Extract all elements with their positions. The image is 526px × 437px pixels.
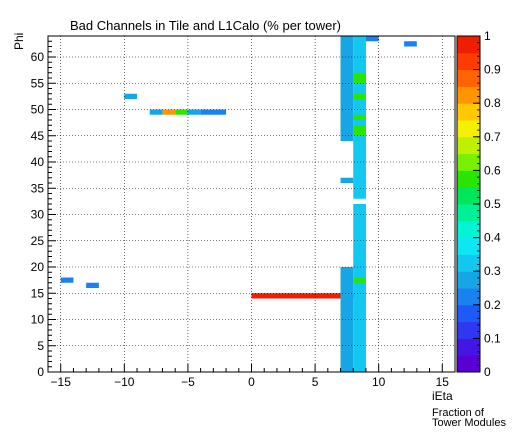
heatmap-cell-16 <box>353 114 366 120</box>
y-tick-label: 20 <box>31 260 45 274</box>
colorbar-tick-label: 0.8 <box>484 96 501 110</box>
heatmap-cell-18 <box>353 72 366 84</box>
colorbar-swatch <box>457 170 480 188</box>
y-axis-label: Phi <box>12 32 26 50</box>
y-tick-label: 50 <box>31 103 45 117</box>
heatmap-cell-20 <box>404 41 417 47</box>
colorbar-tick-label: 0.5 <box>484 197 501 211</box>
colorbar-swatch <box>457 69 480 87</box>
colorbar-swatch <box>457 86 480 104</box>
heatmap-cells <box>60 36 417 372</box>
colorbar-tick-label: 0.6 <box>484 163 501 177</box>
y-tick-label: 5 <box>37 339 44 353</box>
heatmap-cell-15 <box>353 125 366 136</box>
x-tick-label: −5 <box>181 375 195 389</box>
y-tick-label: 40 <box>31 155 45 169</box>
y-axis: 0 5 10 15 20 25 30 35 40 45 50 55 60 <box>31 40 56 379</box>
x-tick-label: 0 <box>248 375 255 389</box>
colorbar-label-line1: Fraction of <box>432 407 484 419</box>
colorbar-swatch <box>457 36 480 54</box>
colorbar-swatch <box>457 187 480 205</box>
grid-lines <box>48 36 455 372</box>
heatmap-cell-5 <box>175 109 188 115</box>
colorbar-swatch <box>457 321 480 339</box>
colorbar-tick-label: 0.1 <box>484 331 501 345</box>
x-tick-label: −15 <box>51 375 72 389</box>
colorbar: 0 0.1 0.2 0.3 0.4 0.5 0.6 0.7 0.8 0.9 1 <box>456 29 501 379</box>
heatmap-cell-9 <box>340 267 354 372</box>
colorbar-swatch <box>457 153 480 171</box>
x-axis: −15 −10 −5 0 5 10 15 <box>51 364 450 389</box>
y-tick-label: 10 <box>31 313 45 327</box>
heatmap-cell-6 <box>187 109 201 115</box>
heatmap-cell-8 <box>251 293 366 299</box>
heatmap-cell-12 <box>353 204 366 372</box>
y-tick-label: 15 <box>31 286 45 300</box>
chart-title: Bad Channels in Tile and L1Calo (% per t… <box>70 18 341 33</box>
heatmap-cell-19 <box>365 36 379 42</box>
x-tick-label: 5 <box>312 375 319 389</box>
colorbar-tick-label: 0.4 <box>484 231 501 245</box>
x-axis-label: iEta <box>432 389 453 403</box>
colorbar-swatch <box>457 271 480 289</box>
heatmap-cell-7 <box>200 109 227 115</box>
y-tick-label: 60 <box>31 50 45 64</box>
colorbar-tick-label: 1 <box>484 29 491 43</box>
x-tick-label: 15 <box>436 375 450 389</box>
colorbar-swatch <box>457 220 480 239</box>
heatmap-cell-14 <box>353 277 366 283</box>
heatmap-cell-0 <box>60 277 74 283</box>
colorbar-tick-label: 0.3 <box>484 264 501 278</box>
heatmap-cell-17 <box>353 93 366 99</box>
heatmap-cell-2 <box>124 93 138 99</box>
colorbar-swatch <box>457 304 480 323</box>
colorbar-swatch <box>457 254 480 272</box>
colorbar-swatch <box>457 237 480 255</box>
heatmap-cell-11 <box>340 177 354 183</box>
colorbar-tick-label: 0.9 <box>484 63 501 77</box>
heatmap-cell-10 <box>340 36 354 141</box>
colorbar-tick-label: 0 <box>484 365 491 379</box>
x-tick-label: −10 <box>114 375 135 389</box>
colorbar-tick-label: 0.7 <box>484 130 501 144</box>
colorbar-swatch <box>457 204 480 222</box>
colorbar-swatch <box>457 288 480 306</box>
heatmap-cell-4 <box>162 109 176 115</box>
colorbar-swatch <box>457 136 480 155</box>
x-tick-label: 10 <box>372 375 386 389</box>
colorbar-label-line2: Tower Modules <box>432 417 506 429</box>
y-tick-label: 30 <box>31 208 45 222</box>
colorbar-swatch <box>457 52 480 71</box>
colorbar-swatch <box>457 120 480 138</box>
colorbar-tick-label: 0.2 <box>484 298 501 312</box>
colorbar-swatch <box>457 338 480 356</box>
y-tick-label: 0 <box>37 365 44 379</box>
colorbar-swatch <box>457 103 480 121</box>
y-tick-label: 25 <box>31 234 45 248</box>
colorbar-swatch <box>457 355 480 373</box>
heatmap-cell-3 <box>149 109 163 115</box>
y-tick-label: 35 <box>31 181 45 195</box>
y-tick-label: 45 <box>31 129 45 143</box>
y-tick-label: 55 <box>31 76 45 90</box>
heatmap-cell-1 <box>86 282 99 288</box>
